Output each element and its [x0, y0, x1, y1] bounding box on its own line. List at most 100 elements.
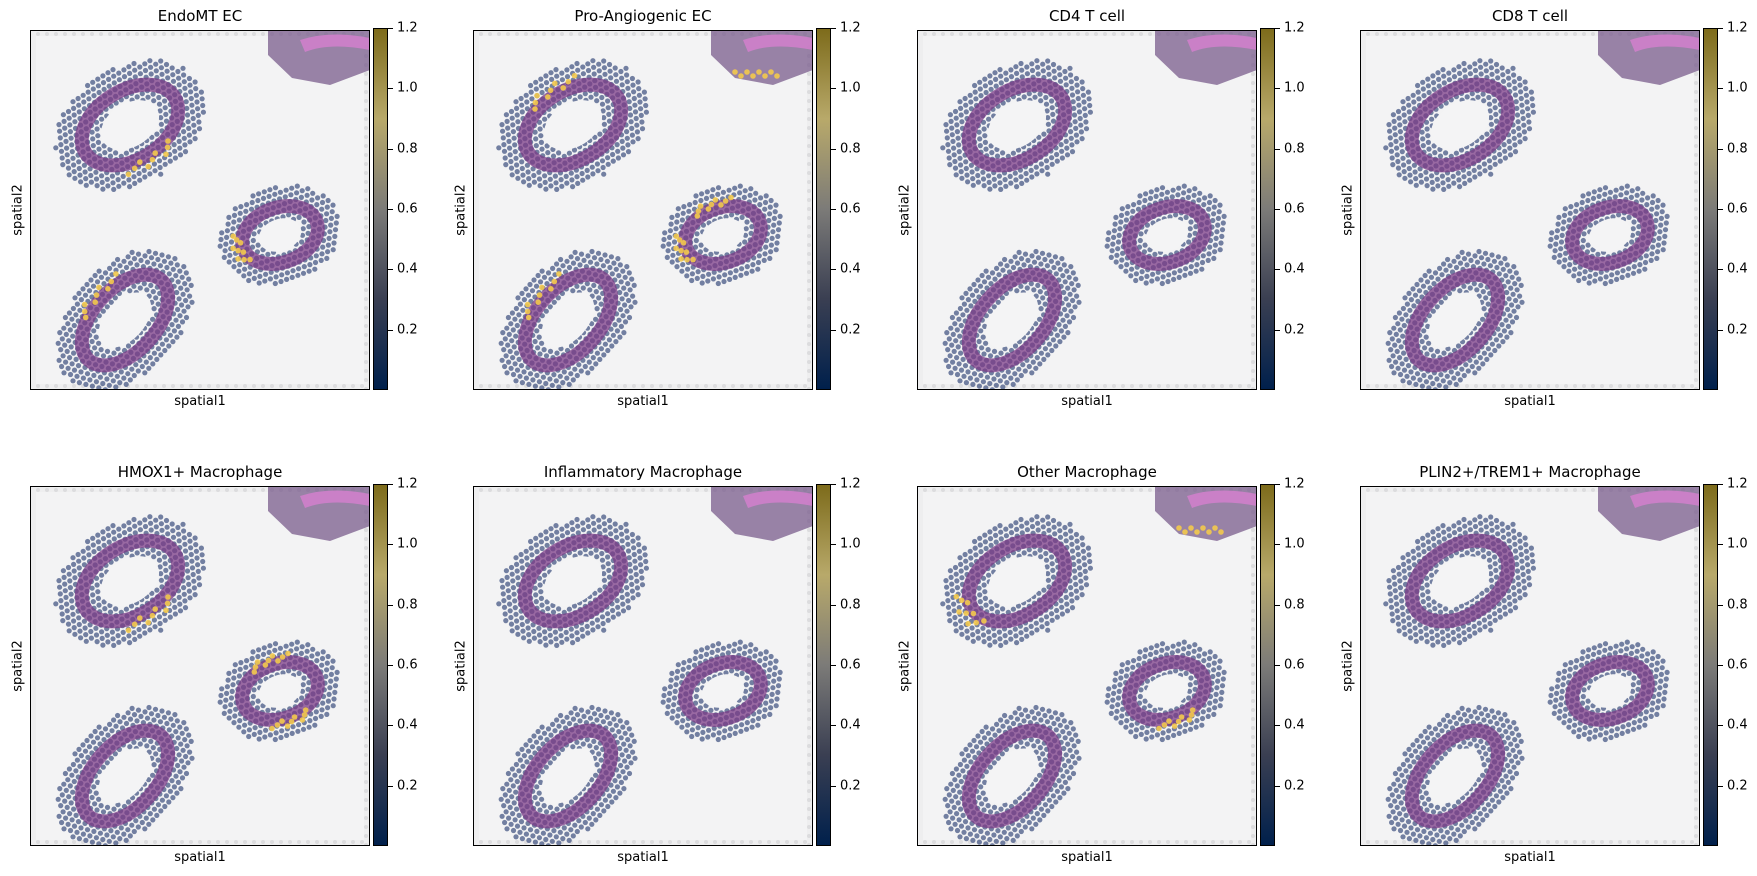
colorbar-tick: [388, 209, 393, 210]
x-axis-label: spatial1: [1360, 850, 1700, 865]
colorbar: [1260, 484, 1275, 846]
y-axis-label: spatial2: [1341, 184, 1356, 236]
colorbar-tick-label: 0.6: [1727, 658, 1748, 673]
highlight-spot: [963, 610, 969, 616]
colorbar-tick-label: 0.8: [1284, 597, 1305, 612]
colorbar-tick: [1718, 665, 1723, 666]
highlight-spot: [762, 73, 768, 79]
highlight-spot: [532, 106, 538, 112]
highlight-spot: [566, 79, 572, 85]
colorbar-tick: [1718, 725, 1723, 726]
colorbar-tick: [1275, 605, 1280, 606]
highlight-spot: [774, 73, 780, 79]
highlight-spot: [534, 93, 540, 99]
spatial-plot: [917, 30, 1257, 390]
spatial-plot: [30, 486, 370, 846]
colorbar-tick: [831, 149, 836, 150]
panel-title: HMOX1+ Macrophage: [30, 463, 370, 481]
highlight-spot: [1187, 717, 1193, 723]
y-axis-label: spatial2: [454, 184, 469, 236]
highlight-spot: [535, 299, 541, 305]
highlight-spot: [965, 600, 971, 606]
colorbar-tick-label: 1.0: [397, 81, 418, 96]
highlight-spot: [292, 714, 298, 720]
highlight-spot: [678, 256, 684, 262]
spatial-plot: [1360, 486, 1700, 846]
colorbar-tick-label: 1.2: [1284, 477, 1305, 492]
highlight-spot: [241, 249, 247, 255]
highlight-spot: [275, 722, 281, 728]
spatial-plot: [473, 30, 813, 390]
highlight-spot: [145, 620, 151, 626]
highlight-spot: [690, 257, 696, 263]
highlight-spot: [728, 195, 734, 201]
colorbar-tick: [1718, 28, 1723, 29]
highlight-spot: [738, 73, 744, 79]
colorbar-tick-label: 0.6: [840, 202, 861, 217]
x-axis-label: spatial1: [917, 850, 1257, 865]
colorbar-tick-label: 0.6: [397, 202, 418, 217]
colorbar-tick-label: 0.2: [840, 778, 861, 793]
colorbar: [1260, 28, 1275, 390]
colorbar-tick: [388, 665, 393, 666]
highlight-spot: [165, 138, 171, 144]
highlight-spot: [709, 202, 715, 208]
colorbar-tick: [388, 605, 393, 606]
highlight-spot: [954, 594, 960, 600]
panel-title: EndoMT EC: [30, 7, 370, 25]
colorbar-tick: [388, 484, 393, 485]
colorbar-tick: [388, 88, 393, 89]
colorbar-tick: [1718, 786, 1723, 787]
colorbar-tick: [1275, 149, 1280, 150]
highlight-spot: [1179, 714, 1185, 720]
colorbar: [1703, 28, 1718, 390]
spatial-svg: [917, 30, 1257, 390]
highlight-spot: [137, 615, 143, 621]
highlight-spot: [548, 88, 554, 94]
highlight-spot: [696, 208, 702, 214]
colorbar-tick: [1275, 665, 1280, 666]
highlight-spot: [163, 152, 169, 158]
highlight-spot: [105, 286, 111, 292]
highlight-spot: [572, 73, 578, 79]
highlight-spot: [83, 315, 89, 321]
highlight-spot: [750, 73, 756, 79]
colorbar-tick: [831, 725, 836, 726]
spatial-svg: [30, 486, 370, 846]
colorbar-tick: [831, 544, 836, 545]
highlight-spot: [113, 271, 119, 277]
highlight-spot: [525, 302, 531, 308]
colorbar-tick-label: 0.8: [1727, 597, 1748, 612]
highlight-spot: [1172, 723, 1178, 729]
colorbar-tick-label: 0.4: [1284, 262, 1305, 277]
colorbar-tick: [831, 88, 836, 89]
colorbar-tick-label: 0.4: [397, 262, 418, 277]
spatial-svg: [1360, 30, 1700, 390]
colorbar-tick-label: 0.2: [1284, 778, 1305, 793]
highlight-spot: [556, 271, 562, 277]
highlight-spot: [82, 309, 88, 315]
highlight-spot: [300, 717, 306, 723]
colorbar-tick: [388, 28, 393, 29]
highlight-spot: [537, 292, 543, 298]
colorbar-tick-label: 1.2: [1727, 21, 1748, 36]
x-axis-label: spatial1: [1360, 394, 1700, 409]
highlight-spot: [1166, 718, 1172, 724]
colorbar-tick: [831, 484, 836, 485]
highlight-spot: [1182, 529, 1188, 535]
colorbar-tick: [1718, 149, 1723, 150]
highlight-spot: [684, 257, 690, 263]
highlight-spot: [718, 202, 724, 208]
colorbar-tick: [1275, 484, 1280, 485]
highlight-spot: [732, 69, 738, 75]
colorbar-tick-label: 0.4: [397, 718, 418, 733]
y-axis-label: spatial2: [898, 184, 913, 236]
colorbar-tick: [1718, 544, 1723, 545]
colorbar: [373, 28, 388, 390]
highlight-spot: [548, 286, 554, 292]
colorbar-tick: [831, 28, 836, 29]
